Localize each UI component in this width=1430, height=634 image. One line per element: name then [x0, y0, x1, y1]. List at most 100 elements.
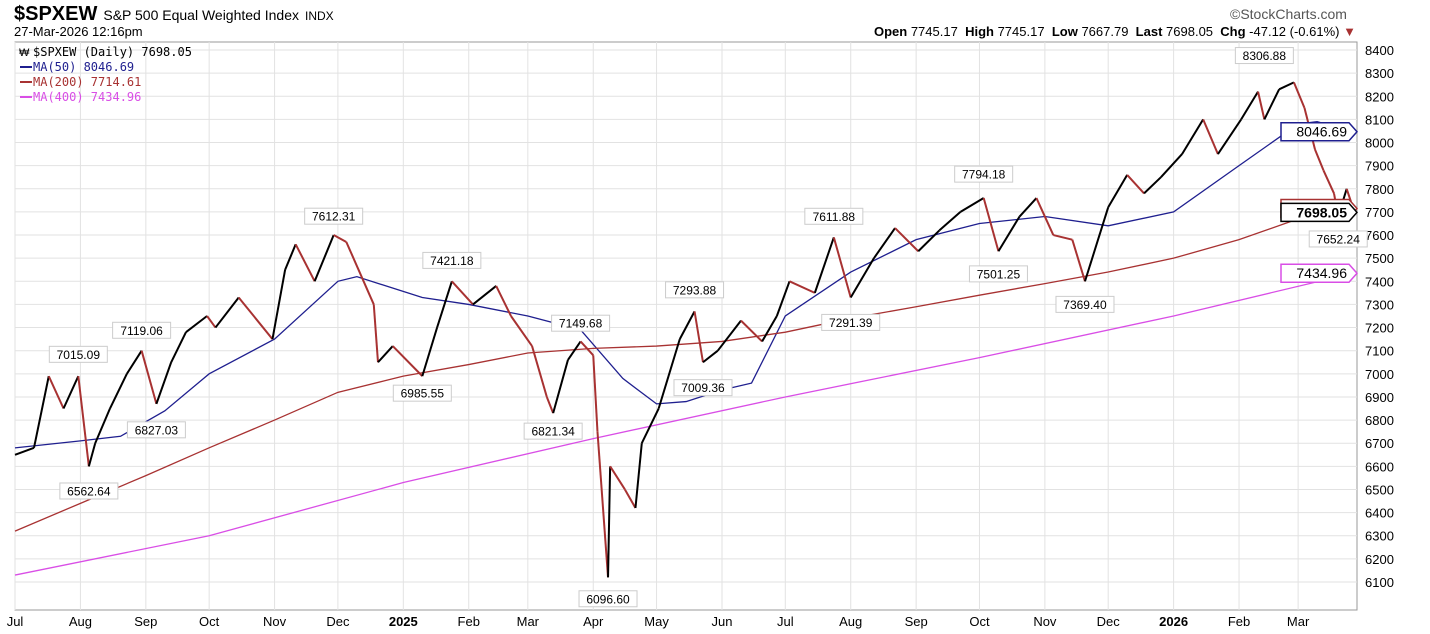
x-tick-label: Apr — [583, 614, 604, 629]
y-tick-label: 7700 — [1365, 205, 1394, 220]
price-segment — [640, 408, 660, 444]
price-segment — [761, 315, 778, 342]
price-segment — [271, 269, 287, 340]
ma-line-ma50 — [14, 121, 1354, 449]
price-segment — [392, 345, 424, 377]
price-segment — [579, 340, 594, 356]
annotation: 7421.18 — [422, 251, 482, 269]
exchange: INDX — [304, 9, 334, 23]
annotation-label: 7149.68 — [559, 317, 603, 331]
price-segment — [495, 285, 512, 317]
price-segment — [1181, 118, 1205, 155]
price-segment — [372, 304, 379, 363]
open-value: 7745.17 — [910, 24, 958, 39]
price-segment — [1018, 197, 1038, 218]
price-segment — [472, 285, 497, 306]
annotation: 7009.36 — [673, 379, 733, 397]
annotation-box — [1308, 230, 1368, 248]
annotation-label: 7501.25 — [977, 267, 1021, 281]
annotation-label: 6096.60 — [586, 592, 630, 606]
price-segment — [1240, 91, 1259, 120]
price-segment — [421, 327, 439, 377]
annotation: 7612.31 — [304, 207, 364, 225]
y-tick-label: 8100 — [1365, 112, 1394, 127]
price-segment — [47, 375, 65, 409]
price-segment — [294, 243, 316, 282]
price-segment — [609, 465, 626, 491]
price-segment — [634, 443, 643, 509]
price-segment — [1053, 234, 1073, 241]
annotation-label: 7293.88 — [673, 283, 717, 297]
annotation-label: 7291.39 — [829, 316, 873, 330]
price-segment — [77, 376, 90, 467]
price-segment — [62, 375, 80, 409]
price-segment — [1322, 169, 1335, 194]
last-value: 7698.05 — [1166, 24, 1214, 39]
annotation-box — [665, 281, 725, 299]
price-segment — [87, 442, 97, 467]
annotation: 6821.34 — [523, 422, 583, 440]
x-tick-label: Mar — [1287, 614, 1310, 629]
price-segment — [624, 488, 637, 509]
price-segment — [1071, 239, 1086, 282]
annotation-label: 7421.18 — [430, 254, 474, 268]
price-segment — [657, 338, 681, 409]
price-segment — [997, 216, 1021, 252]
price-segment — [917, 229, 941, 252]
legend-item: MA(400) 7434.96 — [33, 90, 141, 104]
y-tick-label: 6800 — [1365, 413, 1394, 428]
price-segment — [702, 349, 719, 364]
index-name: S&P 500 Equal Weighted Index — [103, 7, 299, 23]
annotation: 6562.64 — [59, 482, 119, 500]
annotation: 7293.88 — [665, 281, 725, 299]
price-segment — [94, 408, 111, 444]
price-segment — [716, 320, 742, 352]
price-segment — [377, 345, 394, 363]
price-segment — [873, 227, 896, 259]
y-tick-label: 6500 — [1365, 482, 1394, 497]
annotation-label: 6827.03 — [135, 423, 179, 437]
price-segment — [333, 234, 347, 243]
timestamp: 27-Mar-2026 12:16pm — [14, 24, 143, 39]
annotation-label: 6985.55 — [401, 387, 445, 401]
price-segment — [592, 355, 599, 432]
annotation-label: 7611.88 — [813, 210, 856, 224]
chg-label: Chg — [1220, 24, 1246, 39]
price-segment — [1202, 118, 1219, 155]
y-tick-label: 6200 — [1365, 552, 1394, 567]
ma-line-ma200 — [14, 207, 1354, 532]
y-tick-label: 6600 — [1365, 459, 1394, 474]
price-segment — [155, 361, 173, 405]
price-tag-box — [1280, 121, 1359, 142]
annotation-box — [821, 313, 881, 331]
annotation: 7149.68 — [551, 314, 611, 332]
y-tick-label: 6400 — [1365, 506, 1394, 521]
price-segment — [1035, 197, 1055, 236]
price-segment — [1107, 174, 1129, 208]
price-segment — [170, 331, 187, 363]
x-tick-label: Jul — [777, 614, 794, 629]
y-tick-label: 7100 — [1365, 344, 1394, 359]
annotation-box — [112, 321, 172, 339]
annotation-box — [59, 482, 119, 500]
price-segment — [345, 241, 375, 305]
annotation: 7291.39 — [821, 313, 881, 331]
annotation-label: 7794.18 — [962, 168, 1006, 182]
price-segment — [214, 296, 240, 329]
price-segment — [109, 373, 128, 409]
price-tag-box — [1280, 263, 1359, 283]
price-segment — [959, 197, 985, 213]
title-row: $SPXEW S&P 500 Equal Weighted Index INDX — [14, 3, 334, 26]
price-segment — [451, 280, 474, 306]
annotation-label: 6821.34 — [531, 425, 575, 439]
legend-item: $SPXEW (Daily) 7698.05 — [33, 45, 192, 59]
x-tick-label: Sep — [134, 614, 157, 629]
x-tick-label: Oct — [199, 614, 220, 629]
price-segment — [678, 310, 696, 340]
annotation: 6096.60 — [578, 590, 638, 608]
x-tick-label: Dec — [1097, 614, 1121, 629]
price-segment — [1292, 81, 1306, 109]
brand-logo: ©StockCharts.com — [1230, 6, 1347, 22]
price-tag-box — [1280, 202, 1359, 223]
